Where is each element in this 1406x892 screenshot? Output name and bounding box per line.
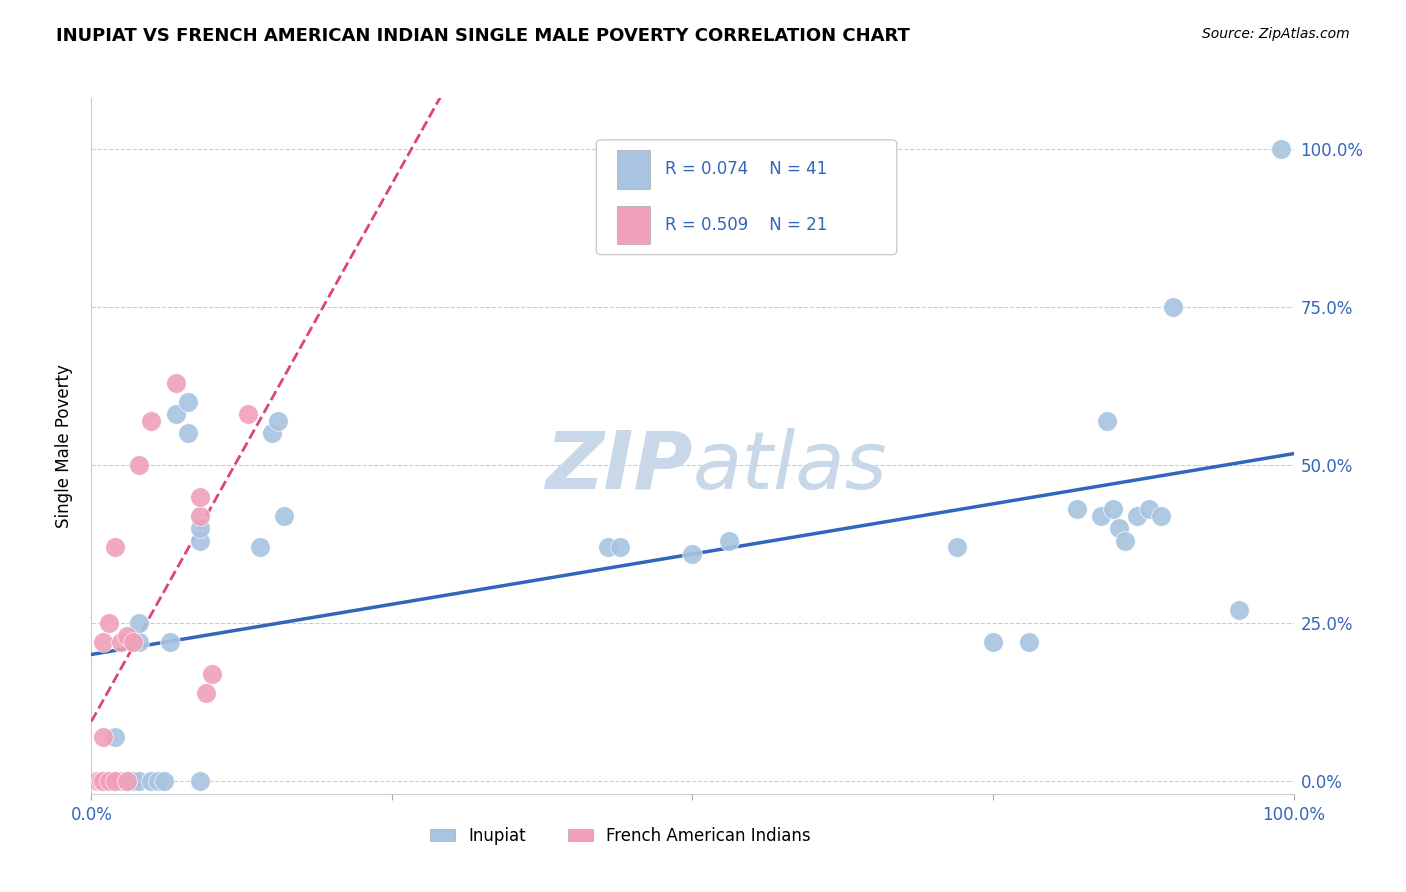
Point — [176, 394, 198, 409]
Point — [1161, 300, 1184, 314]
Point — [104, 774, 127, 789]
Text: R = 0.509    N = 21: R = 0.509 N = 21 — [665, 216, 827, 234]
FancyBboxPatch shape — [596, 140, 897, 255]
Point — [128, 635, 150, 649]
Point — [117, 774, 139, 789]
Point — [104, 730, 127, 744]
Point — [146, 774, 169, 789]
Point — [122, 774, 145, 789]
Point — [128, 458, 150, 472]
Point — [1066, 502, 1088, 516]
Point — [188, 533, 211, 548]
Point — [1137, 502, 1160, 516]
Point — [110, 774, 132, 789]
Point — [98, 616, 121, 631]
Point — [1108, 521, 1130, 535]
Point — [260, 426, 283, 441]
Point — [1095, 414, 1118, 428]
Point — [188, 508, 211, 523]
Point — [176, 426, 198, 441]
Point — [681, 547, 703, 561]
Text: ZIP: ZIP — [546, 428, 692, 506]
Point — [188, 490, 211, 504]
Text: INUPIAT VS FRENCH AMERICAN INDIAN SINGLE MALE POVERTY CORRELATION CHART: INUPIAT VS FRENCH AMERICAN INDIAN SINGLE… — [56, 27, 910, 45]
Point — [128, 616, 150, 631]
Point — [188, 774, 211, 789]
Point — [165, 376, 187, 390]
Point — [1126, 508, 1149, 523]
Point — [122, 635, 145, 649]
Point — [117, 774, 139, 789]
Point — [152, 774, 174, 789]
Point — [201, 666, 224, 681]
Point — [93, 730, 115, 744]
Point — [141, 774, 163, 789]
Point — [981, 635, 1004, 649]
Point — [1102, 502, 1125, 516]
Bar — [617, 206, 651, 244]
Point — [117, 629, 139, 643]
Point — [717, 533, 740, 548]
Point — [1114, 533, 1136, 548]
Point — [946, 540, 969, 554]
Point — [86, 774, 108, 789]
Point — [249, 540, 271, 554]
Bar — [617, 150, 651, 188]
Point — [110, 635, 132, 649]
Point — [90, 774, 112, 789]
Legend: Inupiat, French American Indians: Inupiat, French American Indians — [423, 821, 817, 852]
Point — [104, 774, 127, 789]
Text: R = 0.074    N = 41: R = 0.074 N = 41 — [665, 161, 827, 178]
Point — [128, 774, 150, 789]
Y-axis label: Single Male Poverty: Single Male Poverty — [55, 364, 73, 528]
Point — [1018, 635, 1040, 649]
Point — [609, 540, 631, 554]
Point — [165, 408, 187, 422]
Point — [141, 414, 163, 428]
Point — [236, 408, 259, 422]
Point — [104, 540, 127, 554]
Point — [1270, 142, 1292, 156]
Point — [93, 635, 115, 649]
Point — [93, 774, 115, 789]
Point — [159, 635, 181, 649]
Point — [1229, 603, 1251, 617]
Point — [1150, 508, 1173, 523]
Point — [598, 540, 620, 554]
Point — [1090, 508, 1112, 523]
Point — [98, 774, 121, 789]
Text: atlas: atlas — [692, 428, 887, 506]
Point — [188, 521, 211, 535]
Point — [194, 686, 217, 700]
Text: Source: ZipAtlas.com: Source: ZipAtlas.com — [1202, 27, 1350, 41]
Point — [273, 508, 295, 523]
Point — [267, 414, 290, 428]
